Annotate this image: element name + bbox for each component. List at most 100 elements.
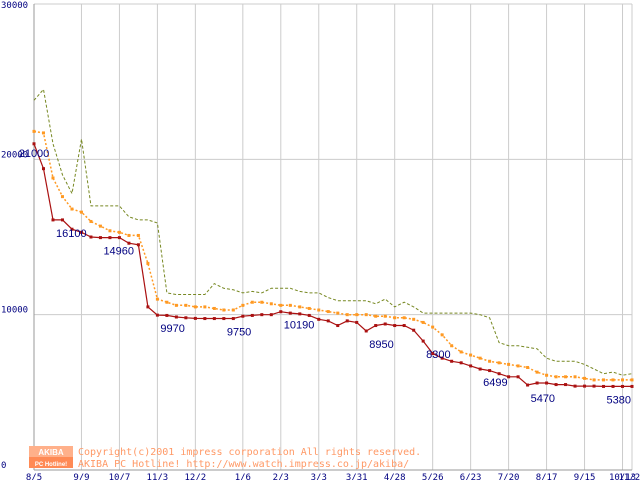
data-point	[32, 142, 36, 146]
data-point	[174, 303, 178, 307]
data-point	[459, 350, 463, 354]
data-point	[317, 317, 321, 321]
data-point	[260, 300, 264, 304]
data-point	[174, 315, 178, 319]
data-point	[51, 176, 55, 180]
data-point	[326, 319, 330, 323]
data-point	[51, 218, 55, 222]
data-point	[469, 364, 473, 368]
data-point	[630, 384, 634, 388]
data-point	[298, 312, 302, 316]
data-point	[545, 373, 549, 377]
data-point	[611, 378, 615, 382]
data-point	[79, 230, 83, 234]
data-point	[89, 235, 93, 239]
data-point	[193, 305, 197, 309]
series-line-3	[33, 143, 632, 387]
data-point	[459, 361, 463, 365]
data-point	[70, 207, 74, 211]
data-point	[516, 375, 520, 379]
data-point	[222, 317, 226, 321]
data-point	[98, 236, 102, 240]
data-point	[212, 317, 216, 321]
x-tick-label: 11/3	[147, 473, 169, 480]
data-point	[440, 333, 444, 337]
data-point	[60, 195, 64, 199]
series-line-2	[33, 130, 632, 381]
data-point	[136, 233, 140, 237]
data-point	[231, 308, 235, 312]
data-point	[469, 353, 473, 357]
data-point	[117, 230, 121, 234]
data-point	[630, 378, 634, 382]
data-point	[374, 324, 378, 328]
y-tick-label: 20000	[1, 150, 28, 160]
logo-top-text: AKIBA	[38, 448, 64, 457]
x-tick-label: 2/3	[273, 473, 289, 480]
data-point	[488, 359, 492, 363]
data-point	[127, 241, 131, 245]
data-point	[421, 339, 425, 343]
data-labels: 21000 16100 14960 9970 9750 10190 8950 8300 6499…	[19, 148, 631, 407]
data-point	[393, 324, 397, 328]
data-point	[564, 383, 568, 387]
data-point	[573, 375, 577, 379]
data-point	[478, 356, 482, 360]
data-label: 9750	[227, 327, 251, 339]
data-point	[440, 356, 444, 360]
data-point	[554, 375, 558, 379]
data-point	[535, 381, 539, 385]
y-tick-label: 0	[1, 461, 6, 471]
data-point	[583, 376, 587, 380]
data-point	[155, 313, 159, 317]
data-point	[222, 308, 226, 312]
x-tick-label: 6/23	[460, 473, 482, 480]
data-point	[136, 243, 140, 247]
data-point	[554, 383, 558, 387]
akiba-logo: AKIBA PC Hotline!	[29, 446, 73, 468]
data-point	[516, 364, 520, 368]
x-tick-label: 8/17	[536, 473, 558, 480]
data-point	[450, 359, 454, 363]
data-label: 21000	[19, 148, 50, 160]
x-tick-label: 10/13	[609, 473, 636, 480]
data-point	[60, 218, 64, 222]
data-point	[250, 313, 254, 317]
data-point	[165, 300, 169, 304]
x-tick-label: 10/7	[109, 473, 131, 480]
x-tick-label: 9/9	[73, 473, 89, 480]
data-label: 9970	[160, 323, 184, 335]
data-point	[184, 303, 188, 307]
data-point	[279, 303, 283, 307]
data-point	[383, 322, 387, 326]
data-point	[611, 384, 615, 388]
data-point	[573, 384, 577, 388]
data-point	[364, 313, 368, 317]
data-point	[155, 297, 159, 301]
data-point	[621, 378, 625, 382]
data-point	[146, 261, 150, 265]
data-point	[193, 316, 197, 320]
data-point	[431, 352, 435, 355]
data-point	[478, 367, 482, 371]
data-point	[317, 308, 321, 312]
data-label: 16100	[56, 228, 87, 240]
data-point	[355, 313, 359, 317]
data-point	[203, 305, 207, 309]
data-point	[165, 313, 169, 317]
x-tick-label: 12/2	[185, 473, 207, 480]
data-point	[526, 365, 530, 369]
data-point	[431, 325, 435, 329]
copyright-line: Copyright(c)2001 impress corporation All…	[78, 447, 421, 458]
data-point	[421, 320, 425, 324]
data-point	[488, 369, 492, 373]
data-point	[307, 313, 311, 317]
data-point	[412, 328, 416, 332]
data-label: 8300	[426, 349, 450, 361]
data-point	[70, 227, 74, 231]
data-point	[41, 131, 45, 135]
data-point	[279, 310, 283, 314]
data-point	[602, 378, 606, 382]
